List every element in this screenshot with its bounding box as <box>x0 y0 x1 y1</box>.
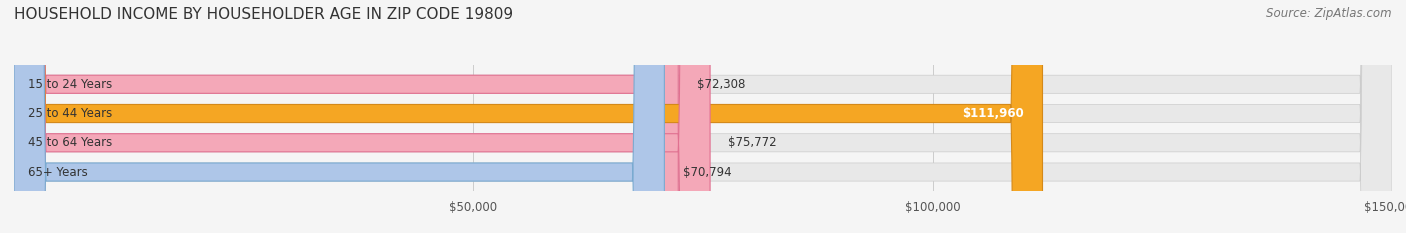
FancyBboxPatch shape <box>14 0 1392 233</box>
Text: $111,960: $111,960 <box>962 107 1024 120</box>
Text: $70,794: $70,794 <box>683 165 731 178</box>
FancyBboxPatch shape <box>14 0 678 233</box>
FancyBboxPatch shape <box>14 0 1392 233</box>
Text: 45 to 64 Years: 45 to 64 Years <box>28 136 112 149</box>
Text: 25 to 44 Years: 25 to 44 Years <box>28 107 112 120</box>
Text: 65+ Years: 65+ Years <box>28 165 87 178</box>
FancyBboxPatch shape <box>14 0 1392 233</box>
Text: 15 to 24 Years: 15 to 24 Years <box>28 78 112 91</box>
FancyBboxPatch shape <box>14 0 710 233</box>
Text: HOUSEHOLD INCOME BY HOUSEHOLDER AGE IN ZIP CODE 19809: HOUSEHOLD INCOME BY HOUSEHOLDER AGE IN Z… <box>14 7 513 22</box>
Text: Source: ZipAtlas.com: Source: ZipAtlas.com <box>1267 7 1392 20</box>
FancyBboxPatch shape <box>14 0 1042 233</box>
Text: $72,308: $72,308 <box>696 78 745 91</box>
FancyBboxPatch shape <box>14 0 1392 233</box>
Text: $75,772: $75,772 <box>728 136 778 149</box>
FancyBboxPatch shape <box>14 0 665 233</box>
